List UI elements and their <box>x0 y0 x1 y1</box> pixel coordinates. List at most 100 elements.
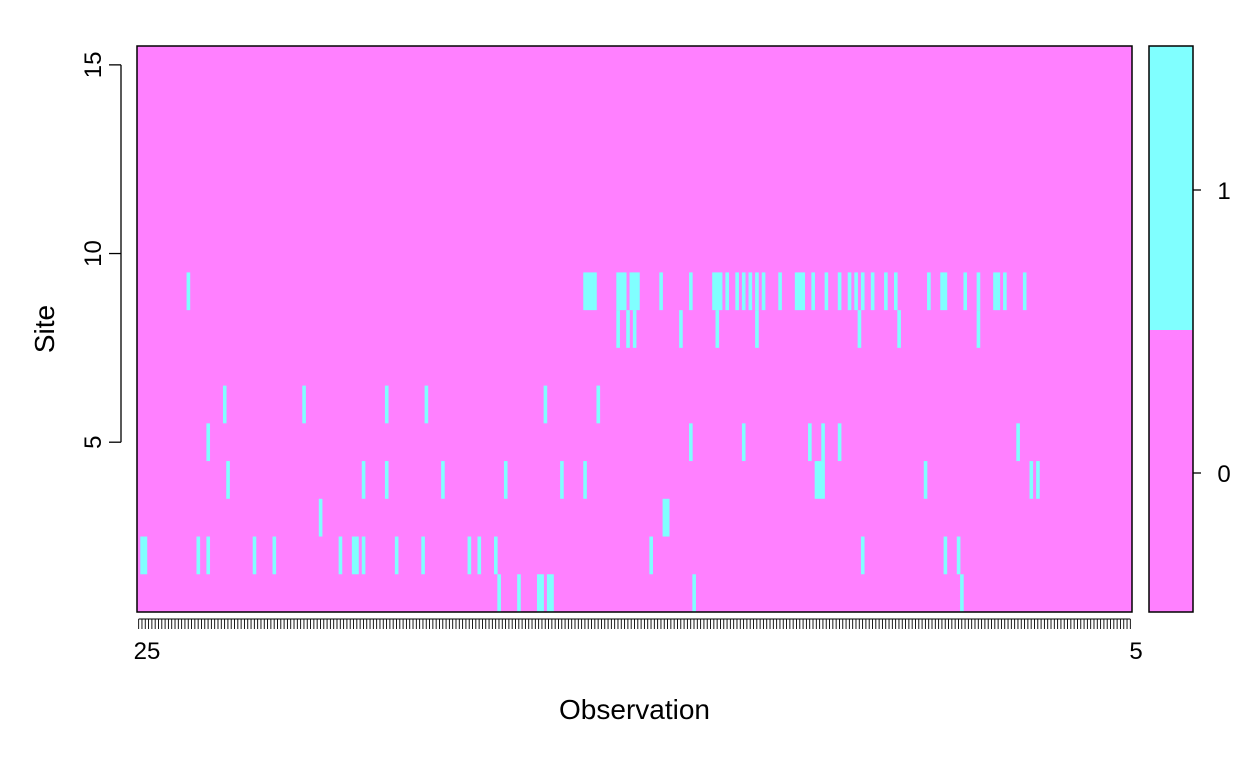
heatmap-cell <box>619 272 624 311</box>
heatmap-cell <box>616 310 620 348</box>
legend-swatch-0 <box>1149 330 1193 612</box>
heatmap-cell <box>821 461 825 499</box>
heatmap-cell <box>811 272 815 311</box>
legend-swatch-1 <box>1149 46 1193 330</box>
heatmap-cell <box>361 461 366 499</box>
heatmap-cell <box>206 423 211 462</box>
heatmap-cell <box>808 423 812 462</box>
heatmap-cell <box>252 536 257 575</box>
heatmap-cell <box>679 310 683 348</box>
heatmap-cell <box>226 461 230 499</box>
heatmap-cell <box>847 272 852 311</box>
x-axis-title: Observation <box>559 694 710 725</box>
heatmap-cell <box>503 461 508 499</box>
heatmap-cell <box>870 272 875 311</box>
heatmap-cell <box>976 310 981 348</box>
legend-frame <box>1148 45 1194 613</box>
heatmap-cell <box>497 574 501 612</box>
heatmap-cell <box>940 272 944 311</box>
heatmap-cell <box>540 574 544 612</box>
heatmap-cell <box>761 272 766 311</box>
heatmap-cell <box>536 574 541 612</box>
heatmap-cell <box>1016 423 1020 462</box>
y-tick-label: 10 <box>80 240 107 267</box>
heatmap-cell <box>960 574 964 612</box>
heatmap-cell <box>821 423 825 462</box>
heatmap-cell <box>384 461 389 499</box>
legend-label: 1 <box>1217 178 1230 205</box>
heatmap-cell <box>778 272 782 311</box>
heatmap-cell <box>712 272 716 311</box>
heatmap-cell <box>817 461 822 499</box>
heatmap-cell <box>467 536 472 575</box>
heatmap-cell <box>186 272 191 311</box>
heatmap-cell <box>689 272 693 311</box>
heatmap-cell <box>596 385 601 424</box>
heatmap-cell <box>748 272 753 311</box>
heatmap-cell <box>692 574 696 612</box>
heatmap-cell <box>583 272 587 311</box>
heatmap-cell <box>622 272 627 311</box>
plot-frame <box>136 45 1133 613</box>
x-axis: 25 5 <box>134 618 1143 665</box>
heatmap-cell <box>715 272 720 311</box>
heatmap-cell <box>632 272 637 311</box>
heatmap-cell <box>1003 272 1007 311</box>
heatmap-cell <box>956 536 961 575</box>
heatmap-cell <box>1029 461 1034 499</box>
y-tick-label: 5 <box>80 436 107 449</box>
heatmap-cell <box>735 272 739 311</box>
heatmap-cell <box>860 536 865 575</box>
heatmap-cell <box>725 272 730 311</box>
heatmap-cell <box>543 385 548 424</box>
heatmap-cell <box>837 423 842 462</box>
heatmap-cell <box>272 536 277 575</box>
heatmap-cell <box>394 536 399 575</box>
heatmap-cell <box>794 272 799 311</box>
heatmap-cell <box>546 574 551 612</box>
heatmap-cell <box>586 272 591 311</box>
heatmap-cell <box>755 272 759 311</box>
legend-label: 0 <box>1217 461 1230 488</box>
heatmap-cell <box>976 272 981 311</box>
heatmap-cell <box>206 536 211 575</box>
heatmap-cell <box>550 574 554 612</box>
heatmap-cell <box>884 272 888 311</box>
x-tick-label: 5 <box>1129 638 1142 665</box>
heatmap-cell <box>441 461 445 499</box>
heatmap-cell <box>689 423 693 462</box>
heatmap-cell <box>927 272 931 311</box>
heatmap-cell <box>629 272 634 311</box>
heatmap-cell <box>1036 461 1040 499</box>
heatmap-cell <box>963 272 968 311</box>
heatmap-cell <box>384 385 389 424</box>
heatmap-cell <box>943 272 948 311</box>
heatmap-cell <box>196 536 201 575</box>
heatmap-cell <box>814 461 819 499</box>
heatmap-cell <box>824 272 829 311</box>
y-axis: 5 10 15 <box>80 52 122 449</box>
heatmap-cell <box>715 310 720 348</box>
heatmap-cell <box>718 272 723 311</box>
heatmap-cell <box>893 272 898 311</box>
heatmap-cell <box>626 310 630 348</box>
heatmap-cell <box>996 272 1001 311</box>
heatmap-cell <box>798 272 802 311</box>
heatmap-cell <box>649 536 653 575</box>
heatmap-cell <box>477 536 482 575</box>
heatmap-cell <box>860 272 865 311</box>
heatmap-cell <box>632 310 637 348</box>
heatmap-cell <box>318 498 323 537</box>
heatmap-cell <box>943 536 948 575</box>
heatmap-cell <box>741 272 746 311</box>
heatmap-cell <box>143 536 148 575</box>
y-tick-label: 15 <box>80 52 107 79</box>
heatmap-cell <box>560 461 564 499</box>
heatmap-cell <box>424 385 429 424</box>
heatmap-cell <box>801 272 806 311</box>
heatmap-cell <box>421 536 425 575</box>
heatmap-cell <box>662 498 667 537</box>
heatmap-cell <box>636 272 640 311</box>
heatmap-cell <box>923 461 928 499</box>
